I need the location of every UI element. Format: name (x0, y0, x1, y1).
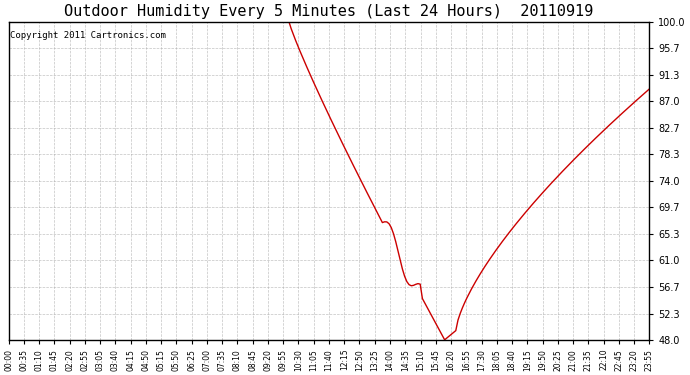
Title: Outdoor Humidity Every 5 Minutes (Last 24 Hours)  20110919: Outdoor Humidity Every 5 Minutes (Last 2… (64, 4, 593, 19)
Text: Copyright 2011 Cartronics.com: Copyright 2011 Cartronics.com (10, 31, 166, 40)
